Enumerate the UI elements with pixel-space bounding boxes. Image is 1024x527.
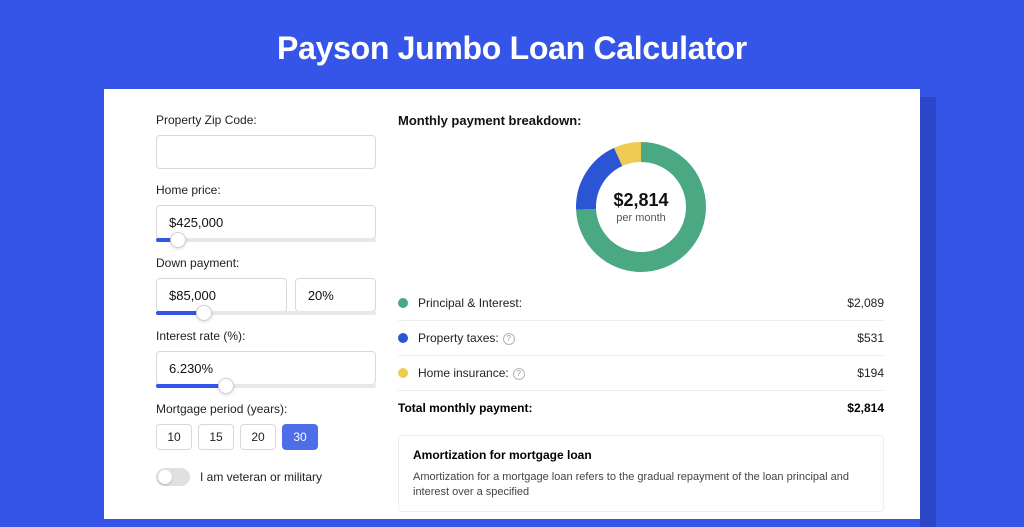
calculator-card: Property Zip Code: Home price: Down paym… — [104, 89, 920, 519]
home-price-block: Home price: — [156, 183, 376, 242]
total-amount: $2,814 — [847, 401, 884, 415]
legend-dot — [398, 333, 408, 343]
amortization-body: Amortization for a mortgage loan refers … — [413, 470, 869, 501]
veteran-row: I am veteran or military — [156, 468, 376, 486]
zip-input[interactable] — [156, 135, 376, 169]
down-payment-pct-input[interactable] — [295, 278, 376, 312]
home-price-input[interactable] — [156, 205, 376, 239]
slider-fill — [156, 384, 226, 388]
slider-thumb[interactable] — [170, 232, 186, 248]
zip-field-block: Property Zip Code: — [156, 113, 376, 169]
total-label: Total monthly payment: — [398, 401, 847, 415]
amortization-box: Amortization for mortgage loan Amortizat… — [398, 435, 884, 512]
breakdown-item: Home insurance:?$194 — [398, 355, 884, 390]
down-payment-input[interactable] — [156, 278, 287, 312]
period-option-15[interactable]: 15 — [198, 424, 234, 450]
breakdown-title: Monthly payment breakdown: — [398, 113, 884, 128]
interest-label: Interest rate (%): — [156, 329, 376, 343]
period-option-30[interactable]: 30 — [282, 424, 318, 450]
period-options: 10152030 — [156, 424, 376, 450]
period-option-20[interactable]: 20 — [240, 424, 276, 450]
legend-dot — [398, 298, 408, 308]
interest-block: Interest rate (%): — [156, 329, 376, 388]
donut-chart: $2,814 per month — [576, 142, 706, 272]
breakdown-item-label: Property taxes:? — [418, 331, 857, 345]
breakdown-item-amount: $2,089 — [847, 296, 884, 310]
down-payment-slider[interactable] — [156, 311, 376, 315]
breakdown-item-label: Home insurance:? — [418, 366, 857, 380]
breakdown-item: Property taxes:?$531 — [398, 320, 884, 355]
breakdown-panel: Monthly payment breakdown: $2,814 per mo… — [394, 89, 920, 519]
slider-thumb[interactable] — [196, 305, 212, 321]
home-price-label: Home price: — [156, 183, 376, 197]
info-icon[interactable]: ? — [503, 333, 515, 345]
period-block: Mortgage period (years): 10152030 — [156, 402, 376, 450]
legend-dot — [398, 368, 408, 378]
breakdown-items: Principal & Interest:$2,089Property taxe… — [398, 286, 884, 390]
home-price-slider[interactable] — [156, 238, 376, 242]
donut-center-sub: per month — [616, 212, 666, 224]
page-title: Payson Jumbo Loan Calculator — [0, 0, 1024, 89]
slider-thumb[interactable] — [218, 378, 234, 394]
donut-center-value: $2,814 — [613, 190, 668, 211]
breakdown-item-label: Principal & Interest: — [418, 296, 847, 310]
interest-input[interactable] — [156, 351, 376, 385]
breakdown-item: Principal & Interest:$2,089 — [398, 286, 884, 320]
period-label: Mortgage period (years): — [156, 402, 376, 416]
down-payment-block: Down payment: — [156, 256, 376, 315]
interest-slider[interactable] — [156, 384, 376, 388]
amortization-title: Amortization for mortgage loan — [413, 448, 869, 462]
breakdown-item-amount: $531 — [857, 331, 884, 345]
form-panel: Property Zip Code: Home price: Down paym… — [104, 89, 394, 519]
donut-center: $2,814 per month — [576, 142, 706, 272]
breakdown-item-amount: $194 — [857, 366, 884, 380]
period-option-10[interactable]: 10 — [156, 424, 192, 450]
veteran-toggle[interactable] — [156, 468, 190, 486]
down-payment-label: Down payment: — [156, 256, 376, 270]
info-icon[interactable]: ? — [513, 368, 525, 380]
zip-label: Property Zip Code: — [156, 113, 376, 127]
veteran-label: I am veteran or military — [200, 470, 322, 484]
donut-chart-wrap: $2,814 per month — [398, 134, 884, 286]
total-row: Total monthly payment: $2,814 — [398, 390, 884, 429]
